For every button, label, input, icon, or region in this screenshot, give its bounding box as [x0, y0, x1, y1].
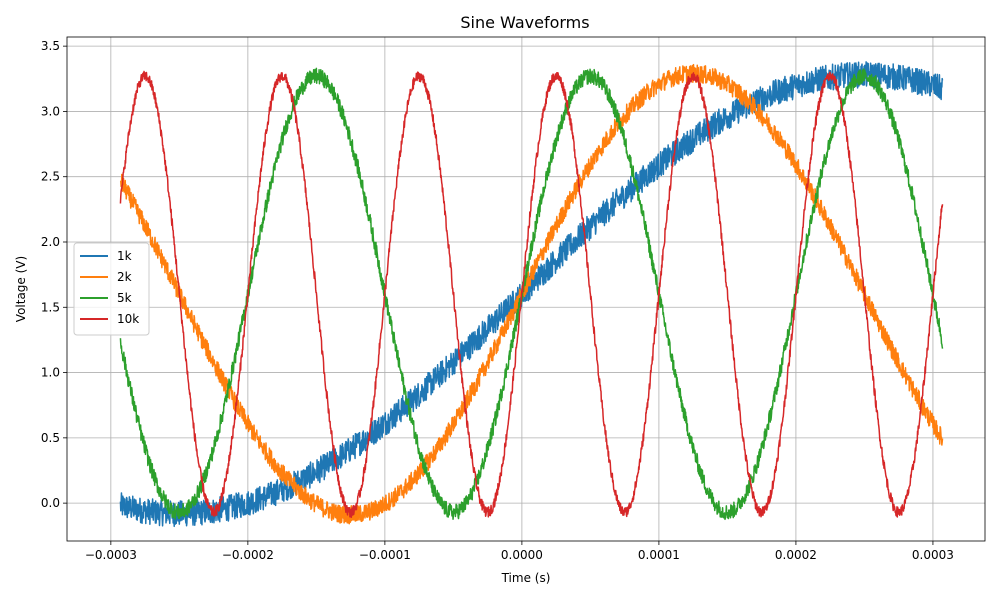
x-tick-label: −0.0003	[85, 548, 137, 562]
y-tick-label: 3.0	[41, 104, 60, 118]
y-axis-ticks: 0.0 0.5 1.0 1.5 2.0 2.5 3.0 3.5	[41, 39, 67, 510]
y-tick-label: 3.5	[41, 39, 60, 53]
y-tick-label: 0.5	[41, 431, 60, 445]
series-line-5k	[119, 67, 944, 521]
series-line-10k	[119, 70, 944, 519]
x-axis-label: Time (s)	[501, 571, 551, 585]
y-tick-label: 1.5	[41, 300, 60, 314]
y-tick-label: 2.5	[41, 170, 60, 184]
x-tick-label: 0.0002	[775, 548, 817, 562]
x-axis-ticks: −0.0003 −0.0002 −0.0001 0.0000 0.0001 0.0002 0…	[85, 541, 954, 562]
chart-title: Sine Waveforms	[460, 13, 589, 32]
legend-label-5k: 5k	[117, 291, 132, 305]
legend-label-1k: 1k	[117, 249, 132, 263]
plot-area	[66, 36, 986, 542]
series-layer	[119, 61, 944, 528]
y-tick-label: 1.0	[41, 366, 60, 380]
series-line-1k	[119, 61, 944, 528]
x-tick-label: 0.0000	[501, 548, 543, 562]
legend-label-2k: 2k	[117, 270, 132, 284]
plot-frame	[66, 36, 986, 542]
y-axis-label: Voltage (V)	[14, 256, 28, 322]
legend-label-10k: 10k	[117, 312, 139, 326]
x-tick-label: 0.0001	[638, 548, 680, 562]
x-tick-label: −0.0002	[222, 548, 274, 562]
series-line-2k	[119, 63, 944, 525]
y-tick-label: 0.0	[41, 496, 60, 510]
x-tick-label: 0.0003	[912, 548, 954, 562]
y-tick-label: 2.0	[41, 235, 60, 249]
legend: 1k 2k 5k 10k	[73, 242, 150, 336]
legend-box	[73, 242, 150, 336]
x-tick-label: −0.0001	[359, 548, 411, 562]
